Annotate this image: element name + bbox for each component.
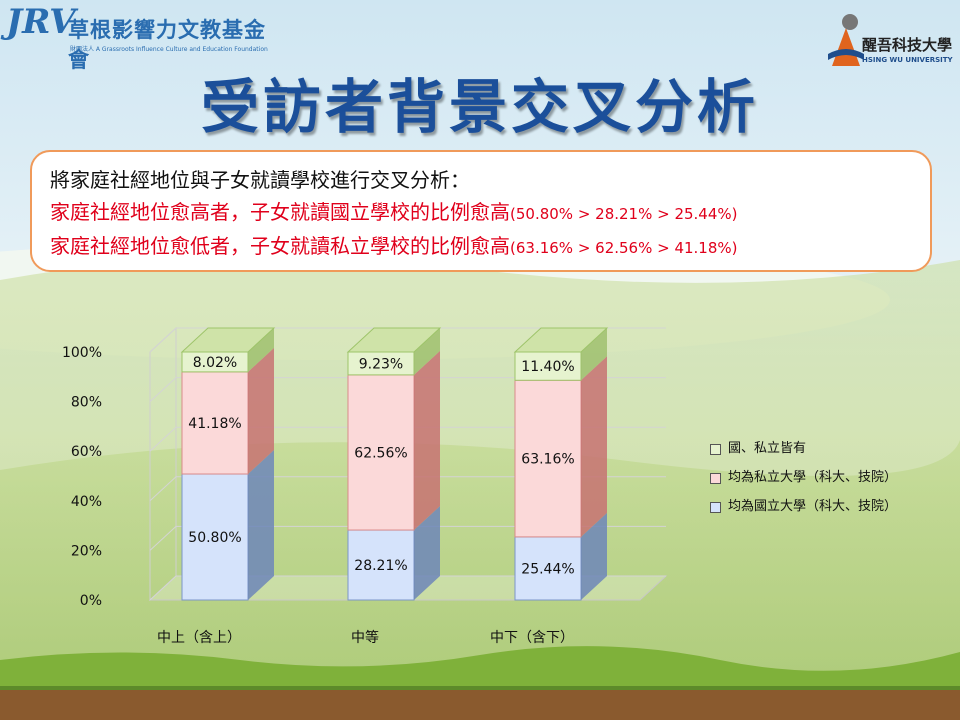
data-label: 41.18%	[188, 416, 241, 432]
gridline	[149, 575, 666, 601]
bar-segment	[514, 536, 582, 601]
gridline	[149, 327, 666, 353]
foundation-name: 草根影響力文教基金會	[68, 17, 266, 72]
bar-segment-side	[248, 328, 274, 372]
university-subtitle: HSING WU UNIVERSITY	[862, 56, 953, 64]
legend-swatch	[710, 444, 721, 455]
university-name: 醒吾科技大學	[862, 36, 953, 54]
summary-finding-private-text: 家庭社經地位愈低者，子女就讀私立學校的比例愈高	[50, 234, 510, 258]
data-label: 25.44%	[521, 561, 574, 577]
bar-segment-side	[248, 450, 274, 600]
foundation-subtitle: 財團法人 A Grassroots Influence Culture and …	[70, 46, 268, 53]
bar-segment	[181, 473, 249, 601]
bar-top	[346, 327, 442, 353]
bar-top	[180, 327, 276, 353]
x-category-label: 中等	[351, 629, 379, 646]
data-label: 28.21%	[354, 558, 407, 574]
foundation-logo: JRV 草根影響力文教基金會 財團法人 A Grassroots Influen…	[6, 2, 268, 72]
summary-finding-national-text: 家庭社經地位愈高者，子女就讀國立學校的比例愈高	[50, 200, 510, 224]
summary-finding-private-values: (63.16% > 62.56% > 41.18%)	[510, 239, 738, 257]
y-tick-label: 0%	[80, 593, 102, 609]
bar-top	[513, 327, 609, 353]
data-label: 9.23%	[359, 356, 403, 372]
y-tick-label: 100%	[62, 345, 102, 361]
bar-segment	[347, 374, 415, 531]
chart-side-wall	[149, 326, 177, 602]
page-title: 受訪者背景交叉分析	[200, 73, 759, 141]
gridline	[149, 476, 666, 502]
summary-intro: 將家庭社經地位與子女就讀學校進行交叉分析：	[50, 168, 470, 192]
x-category-label: 中上（含上）	[157, 630, 241, 646]
gridline	[149, 426, 666, 452]
gridline	[149, 525, 666, 551]
bar-segment	[347, 529, 415, 601]
legend-label: 均為私立大學（科大、技院）	[728, 470, 898, 485]
legend-swatch	[710, 502, 721, 513]
y-tick-label: 80%	[71, 395, 102, 411]
gridline	[149, 377, 666, 402]
university-emblem-icon	[828, 14, 864, 66]
legend-item: 均為私立大學（科大、技院）	[710, 469, 950, 498]
y-tick-label: 40%	[71, 494, 102, 510]
data-label: 50.80%	[188, 530, 241, 546]
bar-segment	[181, 371, 249, 475]
y-tick-label: 60%	[71, 444, 102, 460]
data-label: 62.56%	[354, 445, 407, 461]
legend-label: 均為國立大學（科大、技院）	[728, 499, 898, 514]
summary-finding-national: 家庭社經地位愈高者，子女就讀國立學校的比例愈高(50.80% > 28.21% …	[50, 196, 912, 230]
bar-segment-side	[414, 328, 440, 375]
bar-segment	[514, 351, 582, 381]
bar-segment-side	[248, 347, 274, 475]
bar-segment-side	[414, 506, 440, 600]
y-tick-label: 20%	[71, 543, 102, 559]
summary-finding-national-values: (50.80% > 28.21% > 25.44%)	[510, 205, 738, 223]
data-label: 63.16%	[521, 452, 574, 468]
legend-item: 國、私立皆有	[710, 440, 950, 469]
data-label: 8.02%	[193, 355, 237, 371]
summary-finding-private: 家庭社經地位愈低者，子女就讀私立學校的比例愈高(63.16% > 62.56% …	[50, 230, 912, 264]
data-label: 11.40%	[521, 359, 574, 375]
bar-segment-side	[414, 350, 440, 531]
chart-legend: 國、私立皆有均為私立大學（科大、技院） 均為國立大學（科大、技院）	[710, 440, 950, 527]
university-logo: 醒吾科技大學 HSING WU UNIVERSITY	[826, 4, 956, 74]
foundation-logo-mark: JRV	[6, 2, 76, 42]
x-category-label: 中下（含下）	[490, 630, 574, 646]
summary-box: 將家庭社經地位與子女就讀學校進行交叉分析： 家庭社經地位愈高者，子女就讀國立學校…	[30, 150, 932, 272]
legend-swatch	[710, 473, 721, 484]
bar-segment-side	[581, 356, 607, 537]
bar-segment-side	[581, 328, 607, 381]
legend-label: 國、私立皆有	[728, 441, 807, 456]
bar-segment-side	[581, 512, 607, 600]
legend-item: 均為國立大學（科大、技院）	[710, 498, 950, 527]
